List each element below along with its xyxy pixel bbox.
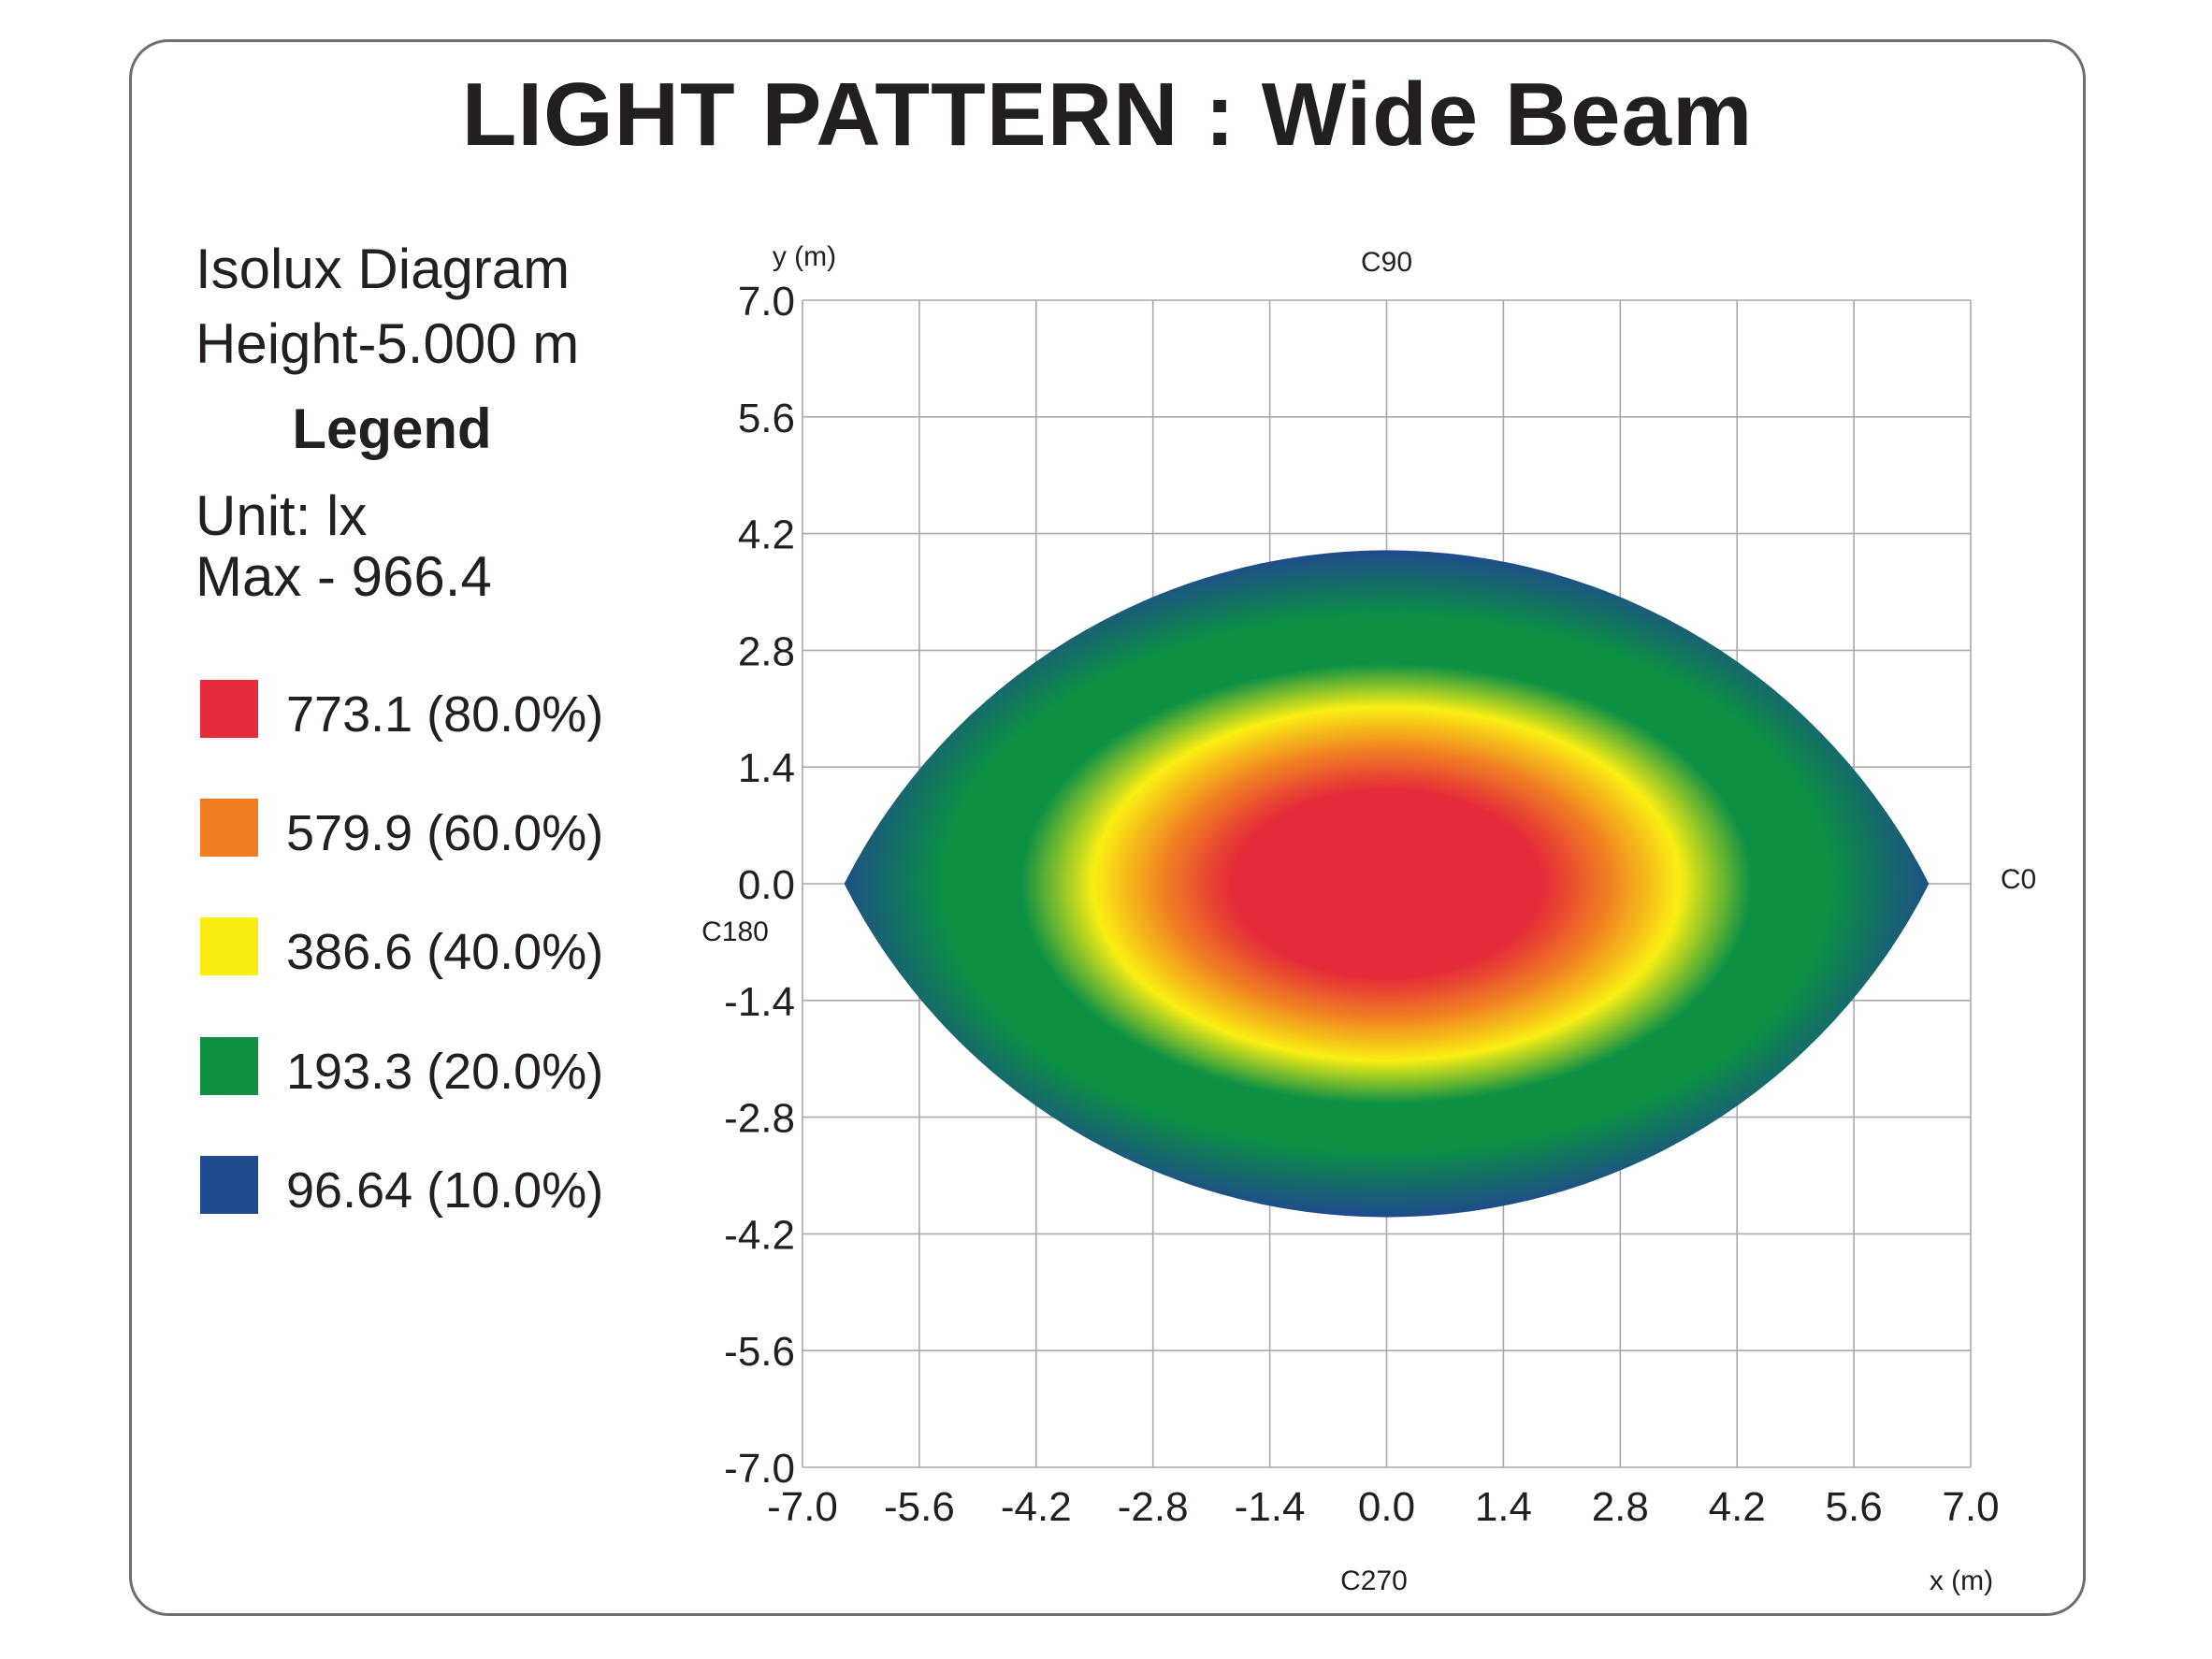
legend-label: 773.1 (80.0%)	[286, 686, 604, 743]
legend-swatch	[200, 1037, 258, 1095]
y-tick-label: -4.2	[724, 1212, 795, 1258]
max-value-label: Max - 966.4	[195, 545, 492, 608]
legend-label: 386.6 (40.0%)	[286, 924, 604, 980]
y-tick-label: -5.6	[724, 1329, 795, 1375]
mounting-height-label: Height-5.000 m	[195, 312, 580, 375]
x-tick-label: 4.2	[1709, 1484, 1766, 1530]
x-tick-label: -5.6	[884, 1484, 955, 1530]
y-tick-label: 4.2	[738, 512, 795, 558]
x-tick-label: 5.6	[1826, 1484, 1883, 1530]
x-tick-label: -1.4	[1235, 1484, 1306, 1530]
legend-heading: Legend	[292, 397, 492, 460]
c0-label: C0	[2001, 864, 2036, 895]
diagram-type-label: Isolux Diagram	[195, 238, 571, 300]
axes: y (m) x (m) C90 C0 C180 C270 -7.0 -5.6 -4.…	[701, 241, 2036, 1596]
x-tick-label: -4.2	[1001, 1484, 1072, 1530]
y-tick-label: 2.8	[738, 628, 795, 674]
y-axis-label: y (m)	[773, 241, 836, 272]
chart-title: LIGHT PATTERN : Wide Beam	[461, 65, 1754, 165]
x-tick-label: -2.8	[1118, 1484, 1189, 1530]
legend-label: 193.3 (20.0%)	[286, 1044, 604, 1100]
y-tick-label: 0.0	[738, 862, 795, 908]
y-tick-label: -1.4	[724, 979, 795, 1025]
unit-label: Unit: lx	[195, 484, 368, 547]
x-axis-label: x (m)	[1930, 1565, 1993, 1596]
c90-label: C90	[1361, 247, 1412, 278]
x-tick-label: 2.8	[1592, 1484, 1649, 1530]
y-tick-label: -2.8	[724, 1096, 795, 1142]
legend-swatch	[200, 1156, 258, 1214]
light-pattern-area	[844, 550, 1930, 1218]
legend-label: 96.64 (10.0%)	[286, 1162, 604, 1219]
x-tick-label: 7.0	[1942, 1484, 1999, 1530]
x-tick-label: -7.0	[767, 1484, 838, 1530]
y-tick-label: 5.6	[738, 396, 795, 441]
c270-label: C270	[1340, 1565, 1408, 1596]
legend-swatch	[200, 799, 258, 857]
chart-frame	[129, 39, 2086, 1616]
legend-label: 579.9 (60.0%)	[286, 805, 604, 861]
y-tick-label: 1.4	[738, 745, 795, 791]
c180-label: C180	[701, 916, 769, 947]
y-tick-label: 7.0	[738, 279, 795, 325]
x-tick-label: 0.0	[1358, 1484, 1415, 1530]
legend-swatch	[200, 917, 258, 975]
legend-swatch	[200, 680, 258, 738]
y-tick-label: -7.0	[724, 1446, 795, 1492]
x-tick-label: 1.4	[1475, 1484, 1532, 1530]
